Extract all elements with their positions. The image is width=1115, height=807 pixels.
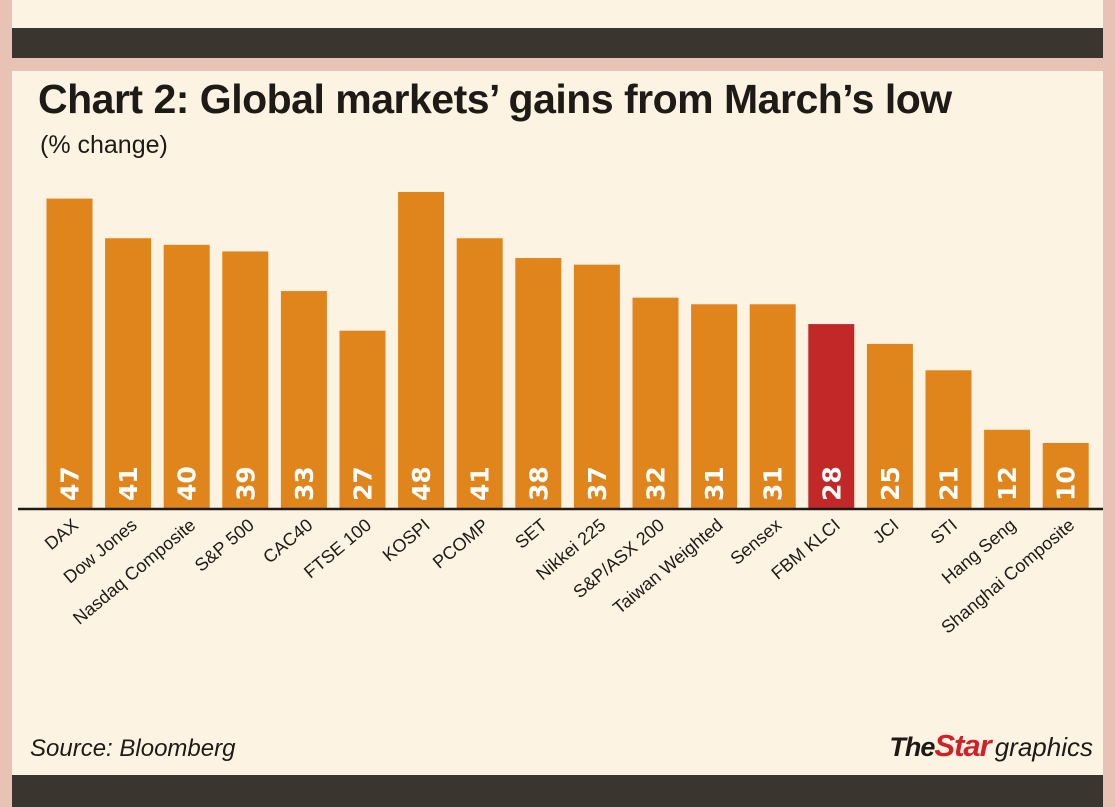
data-label: 37 <box>583 466 612 501</box>
data-label: 31 <box>759 466 788 501</box>
data-label: 38 <box>524 466 553 501</box>
bar-pcomp <box>456 238 503 509</box>
bar-hang-seng <box>984 429 1031 509</box>
data-label: 28 <box>817 466 846 501</box>
bar-nasdaq-composite <box>163 244 210 510</box>
bar-sti <box>925 370 972 509</box>
bar-cac40 <box>280 291 327 509</box>
tick-label: KOSPI <box>379 515 434 566</box>
tick-label: STI <box>927 515 961 548</box>
data-label: 39 <box>231 466 260 501</box>
bar-kospi <box>398 192 445 509</box>
bar-dow-jones <box>105 238 152 509</box>
chart-subtitle: (% change) <box>40 131 168 159</box>
tick-label: SET <box>511 515 551 553</box>
data-label: 33 <box>290 466 319 501</box>
data-label: 21 <box>935 466 964 501</box>
tick-label: PCOMP <box>429 515 492 573</box>
brand-the: The <box>889 732 935 762</box>
data-label: 41 <box>114 466 143 501</box>
bar-shanghai-composite <box>1042 442 1089 509</box>
top-strip <box>12 58 1103 71</box>
data-label: 47 <box>56 466 85 501</box>
bottom-band <box>12 775 1103 807</box>
bar-s-p-500 <box>222 251 269 509</box>
brand-logo: TheStar graphics <box>889 728 1093 764</box>
data-label: 32 <box>642 466 671 501</box>
bar-nikkei-225 <box>573 264 620 509</box>
top-band <box>12 28 1103 58</box>
data-label: 40 <box>173 466 202 501</box>
data-label: 10 <box>1052 466 1081 501</box>
chart-title: Chart 2: Global markets’ gains from Marc… <box>38 76 952 122</box>
tick-label: S&P 500 <box>191 515 258 576</box>
bar-taiwan-weighted <box>691 304 738 509</box>
bar-jci <box>866 343 913 509</box>
bar-sensex <box>749 304 796 509</box>
bar-dax <box>46 198 93 509</box>
bar-set <box>515 258 562 509</box>
data-label: 31 <box>700 466 729 501</box>
source-note: Source: Bloomberg <box>30 735 236 762</box>
bar-s-p-asx-200 <box>632 297 679 509</box>
data-label: 25 <box>876 466 905 501</box>
brand-graphics: graphics <box>994 732 1093 762</box>
bar-fbm-klci <box>808 324 855 509</box>
data-label: 41 <box>466 466 495 501</box>
brand-star: Star <box>934 728 991 763</box>
tick-label: DAX <box>41 515 82 554</box>
data-label: 12 <box>993 466 1022 501</box>
tick-label: JCI <box>869 515 903 548</box>
data-label: 27 <box>349 466 378 501</box>
bar-ftse-100 <box>339 330 386 509</box>
data-label: 48 <box>407 466 436 501</box>
